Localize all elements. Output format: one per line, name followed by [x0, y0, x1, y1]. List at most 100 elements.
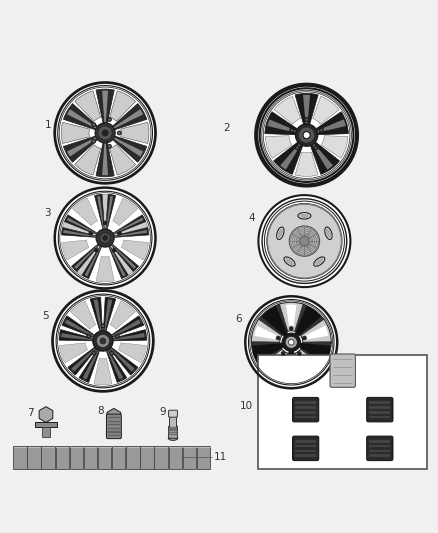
Wedge shape [110, 144, 136, 175]
Circle shape [108, 145, 111, 148]
Circle shape [111, 352, 113, 354]
Wedge shape [61, 240, 89, 260]
Wedge shape [61, 122, 89, 143]
Wedge shape [297, 343, 331, 364]
Wedge shape [313, 144, 333, 169]
Ellipse shape [315, 258, 324, 265]
Circle shape [276, 336, 280, 340]
Bar [258, 355, 427, 469]
Bar [369, 445, 390, 448]
Wedge shape [121, 240, 149, 260]
FancyBboxPatch shape [170, 415, 177, 427]
Ellipse shape [168, 436, 178, 440]
Circle shape [314, 146, 318, 150]
Bar [295, 416, 316, 418]
FancyBboxPatch shape [169, 426, 177, 438]
Wedge shape [65, 319, 94, 337]
Wedge shape [79, 348, 100, 382]
Circle shape [303, 336, 306, 340]
Wedge shape [294, 349, 325, 381]
Wedge shape [315, 112, 348, 135]
Circle shape [281, 352, 285, 356]
FancyBboxPatch shape [27, 446, 41, 469]
FancyBboxPatch shape [367, 398, 393, 422]
Circle shape [54, 187, 156, 289]
Wedge shape [121, 122, 149, 143]
Circle shape [319, 128, 324, 133]
Circle shape [303, 132, 310, 139]
Wedge shape [294, 305, 322, 338]
Circle shape [255, 84, 358, 187]
Wedge shape [96, 140, 114, 177]
Circle shape [304, 117, 309, 122]
Wedge shape [114, 230, 147, 237]
Circle shape [268, 204, 341, 278]
Bar [295, 450, 316, 453]
Bar [295, 401, 316, 404]
Bar [369, 455, 390, 457]
Wedge shape [119, 219, 148, 235]
Polygon shape [107, 408, 121, 424]
Polygon shape [39, 407, 53, 423]
Circle shape [92, 139, 96, 143]
Wedge shape [282, 349, 301, 382]
Circle shape [100, 233, 110, 243]
Wedge shape [313, 96, 339, 124]
Wedge shape [106, 195, 116, 231]
Wedge shape [61, 333, 93, 340]
Bar [108, 435, 120, 436]
Wedge shape [102, 142, 108, 175]
Ellipse shape [325, 227, 332, 239]
Circle shape [110, 351, 114, 355]
Wedge shape [111, 103, 147, 131]
Wedge shape [106, 348, 127, 382]
FancyBboxPatch shape [106, 414, 121, 439]
FancyBboxPatch shape [42, 446, 55, 469]
Circle shape [101, 324, 105, 328]
FancyBboxPatch shape [330, 354, 356, 387]
Circle shape [296, 147, 299, 149]
Bar [169, 432, 177, 433]
Wedge shape [59, 343, 88, 363]
Circle shape [244, 295, 338, 389]
Wedge shape [265, 354, 283, 376]
Wedge shape [96, 89, 114, 125]
Wedge shape [261, 305, 289, 338]
Circle shape [320, 129, 323, 132]
Wedge shape [59, 329, 95, 341]
Circle shape [54, 82, 156, 184]
Wedge shape [64, 103, 99, 131]
Wedge shape [303, 342, 331, 346]
Wedge shape [83, 350, 99, 379]
Wedge shape [108, 245, 128, 279]
Bar [108, 431, 120, 432]
Wedge shape [110, 243, 139, 272]
Circle shape [102, 325, 104, 327]
Wedge shape [276, 304, 288, 332]
Circle shape [93, 352, 95, 354]
Wedge shape [299, 354, 318, 376]
Bar [369, 406, 390, 409]
Wedge shape [110, 91, 136, 122]
Wedge shape [64, 215, 99, 235]
FancyBboxPatch shape [56, 446, 69, 469]
Ellipse shape [326, 229, 331, 238]
Ellipse shape [284, 257, 295, 266]
Bar [108, 424, 120, 425]
Wedge shape [278, 353, 289, 381]
Bar [108, 417, 120, 418]
Wedge shape [321, 136, 348, 158]
Text: 9: 9 [160, 407, 166, 417]
Wedge shape [111, 135, 147, 162]
Wedge shape [278, 302, 305, 332]
FancyBboxPatch shape [293, 398, 319, 422]
Bar [369, 450, 390, 453]
Circle shape [289, 340, 294, 345]
Wedge shape [106, 196, 113, 229]
Bar [295, 406, 316, 409]
Circle shape [117, 231, 121, 235]
Wedge shape [74, 249, 98, 277]
Ellipse shape [278, 229, 283, 238]
Wedge shape [274, 141, 303, 174]
Circle shape [95, 123, 115, 143]
